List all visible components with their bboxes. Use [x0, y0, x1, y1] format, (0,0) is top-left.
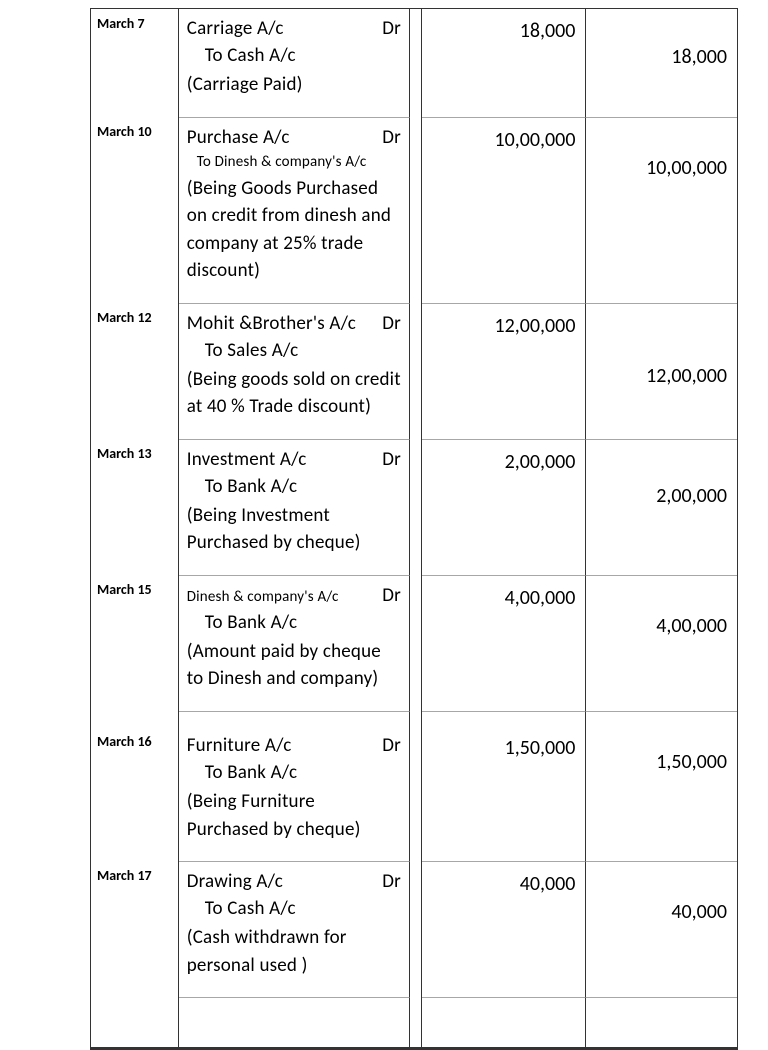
credit-amount-cell: 2,00,000	[586, 439, 737, 575]
credit-amount-cell: 12,00,000	[586, 303, 737, 439]
credit-amount: 18,000	[596, 45, 727, 69]
credit-amount: 2,00,000	[596, 484, 727, 508]
dr-label: Dr	[382, 734, 401, 757]
debit-amount: 12,00,000	[432, 314, 576, 338]
debit-amount: 1,50,000	[432, 736, 576, 760]
entry-narration: (Being Investment Purchased by cheque)	[187, 502, 401, 557]
debit-account: Investment A/c	[187, 448, 307, 471]
lf-column	[410, 861, 422, 997]
credit-amount: 40,000	[596, 900, 727, 924]
entry-particulars: Dinesh & company's A/c Dr To Bank A/c (Amou…	[179, 575, 410, 711]
entry-date: March 15	[91, 575, 179, 711]
debit-account: Furniture A/c	[187, 734, 292, 757]
debit-amount-cell: 10,00,000	[422, 117, 587, 303]
debit-amount-cell: 18,000	[422, 9, 587, 117]
debit-amount: 2,00,000	[432, 450, 576, 474]
debit-amount-cell: 12,00,000	[422, 303, 587, 439]
dr-label: Dr	[382, 870, 401, 893]
debit-amount-cell: 4,00,000	[422, 575, 587, 711]
entry-narration: (Being goods sold on credit at 40 % Trad…	[187, 366, 401, 421]
debit-amount: 18,000	[432, 19, 576, 43]
credit-amount-cell: 10,00,000	[586, 117, 737, 303]
credit-amount-cell: 1,50,000	[586, 711, 737, 861]
debit-account: Mohit &Brother's A/c	[187, 312, 356, 335]
journal-entry-row: March 13 Investment A/c Dr To Bank A/c (Bein…	[91, 439, 737, 575]
dr-label: Dr	[382, 17, 401, 40]
entry-particulars: Drawing A/c Dr To Cash A/c (Cash withdrawn …	[179, 861, 410, 997]
debit-account: Purchase A/c	[187, 126, 290, 149]
credit-amount: 1,50,000	[596, 750, 727, 774]
entry-particulars: Investment A/c Dr To Bank A/c (Being Invest…	[179, 439, 410, 575]
debit-amount-cell: 40,000	[422, 861, 587, 997]
dr-label: Dr	[382, 126, 401, 149]
credit-amount-cell: 18,000	[586, 9, 737, 117]
journal-entry-row: March 16 Furniture A/c Dr To Bank A/c (Bein…	[91, 711, 737, 861]
credit-account: To Dinesh & company's A/c	[187, 153, 401, 171]
entry-narration: (Carriage Paid)	[187, 71, 401, 99]
entry-narration: (Being Goods Purchased on credit from di…	[187, 175, 401, 285]
entry-particulars: Mohit &Brother's A/c Dr To Sales A/c (Being…	[179, 303, 410, 439]
entry-date: March 13	[91, 439, 179, 575]
credit-account: To Bank A/c	[187, 611, 401, 634]
dr-label: Dr	[382, 448, 401, 471]
entry-narration: (Cash withdrawn for personal used )	[187, 924, 401, 979]
entry-date: March 10	[91, 117, 179, 303]
entry-particulars: Furniture A/c Dr To Bank A/c (Being Furnit…	[179, 711, 410, 861]
debit-amount-cell: 2,00,000	[422, 439, 587, 575]
credit-account: To Cash A/c	[187, 44, 401, 67]
debit-account: Dinesh & company's A/c	[187, 588, 339, 606]
debit-account: Drawing A/c	[187, 870, 283, 893]
entry-date: March 16	[91, 711, 179, 861]
journal-entry-row: March 15 Dinesh & company's A/c Dr To Bank …	[91, 575, 737, 711]
entry-narration: (Amount paid by cheque to Dinesh and com…	[187, 638, 401, 693]
debit-amount: 40,000	[432, 872, 576, 896]
credit-amount: 12,00,000	[596, 364, 727, 388]
lf-column	[410, 575, 422, 711]
journal-entry-row: March 12 Mohit &Brother's A/c Dr To Sales A…	[91, 303, 737, 439]
credit-amount-cell: 40,000	[586, 861, 737, 997]
credit-account: To Bank A/c	[187, 475, 401, 498]
debit-amount-cell: 1,50,000	[422, 711, 587, 861]
credit-account: To Cash A/c	[187, 897, 401, 920]
journal-entry-row: March 10 Purchase A/c Dr To Dinesh & compan…	[91, 117, 737, 303]
dr-label: Dr	[382, 312, 401, 335]
entry-narration: (Being Furniture Purchased by cheque)	[187, 788, 401, 843]
lf-column	[410, 303, 422, 439]
credit-amount: 10,00,000	[596, 156, 727, 180]
entry-date: March 17	[91, 861, 179, 997]
empty-row	[91, 997, 737, 1047]
credit-account: To Bank A/c	[187, 761, 401, 784]
dr-label: Dr	[382, 584, 401, 607]
lf-column	[410, 711, 422, 861]
lf-column	[410, 9, 422, 117]
entry-particulars: Purchase A/c Dr To Dinesh & company's A/c (…	[179, 117, 410, 303]
journal-table: March 7 Carriage A/c Dr To Cash A/c (Carriag…	[90, 8, 738, 1050]
debit-amount: 4,00,000	[432, 586, 576, 610]
entry-date: March 12	[91, 303, 179, 439]
debit-amount: 10,00,000	[432, 128, 576, 152]
journal-entry-row: March 7 Carriage A/c Dr To Cash A/c (Carriag…	[91, 9, 737, 117]
lf-column	[410, 117, 422, 303]
credit-amount-cell: 4,00,000	[586, 575, 737, 711]
debit-account: Carriage A/c	[187, 17, 284, 40]
lf-column	[410, 439, 422, 575]
credit-account: To Sales A/c	[187, 339, 401, 362]
journal-entry-row: March 17 Drawing A/c Dr To Cash A/c (Cash wi…	[91, 861, 737, 997]
entry-date: March 7	[91, 9, 179, 117]
credit-amount: 4,00,000	[596, 614, 727, 638]
entry-particulars: Carriage A/c Dr To Cash A/c (Carriage Paid)	[179, 9, 410, 117]
